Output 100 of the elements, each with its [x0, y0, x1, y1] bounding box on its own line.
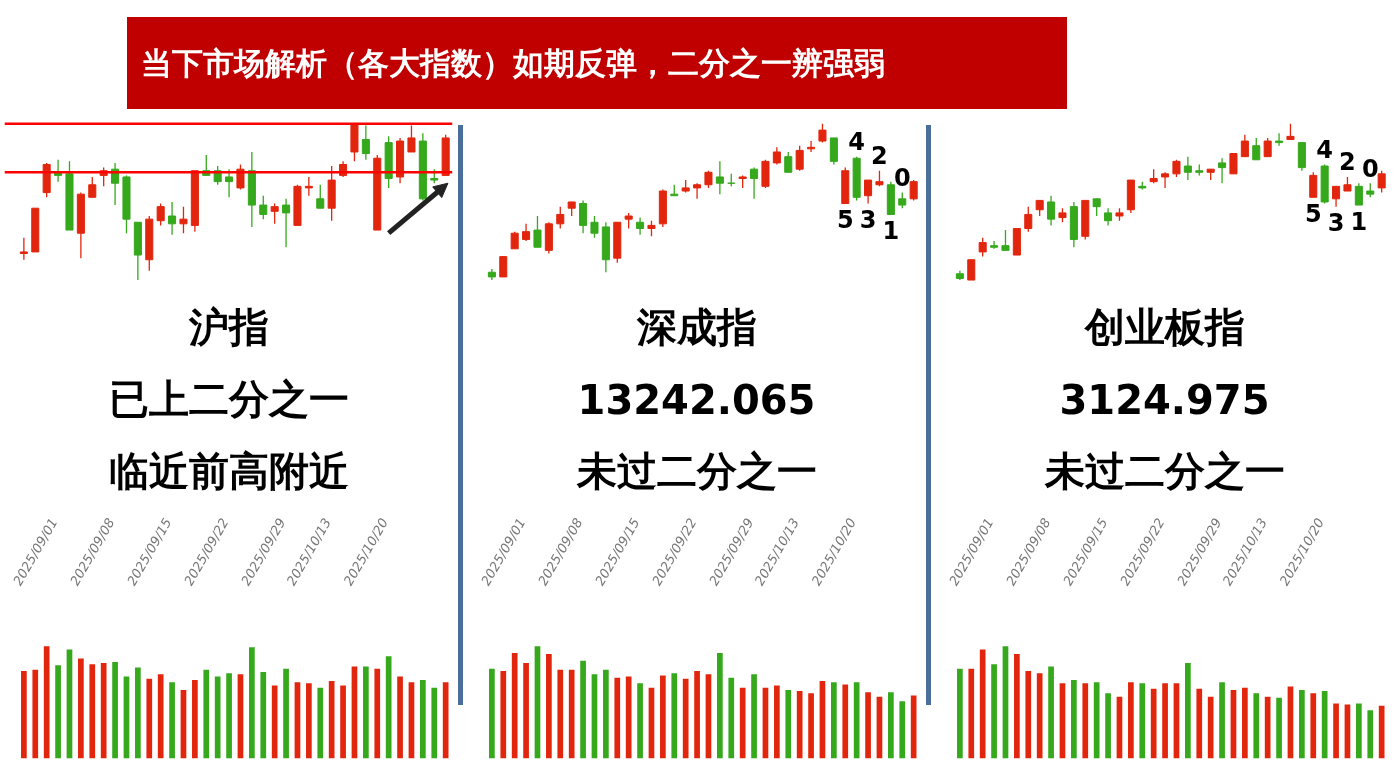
candlestick [990, 240, 999, 250]
bar [306, 683, 312, 759]
text: 3 [859, 206, 877, 235]
bar [1367, 710, 1374, 759]
bar [317, 687, 324, 759]
candlestick [750, 166, 759, 200]
bar [957, 668, 963, 759]
candlestick [590, 215, 599, 239]
bar [808, 693, 814, 759]
bar [21, 670, 27, 759]
bar [842, 684, 849, 759]
candlestick [1252, 137, 1261, 161]
candlestick [818, 123, 827, 144]
candlestick [1309, 171, 1318, 198]
bar [500, 670, 507, 759]
text: 13242.065 [577, 376, 816, 423]
text: 沪指 [187, 303, 269, 350]
candlestick [1332, 185, 1341, 208]
candlestick [1183, 156, 1192, 181]
bar [1242, 687, 1248, 759]
candlestick [1354, 182, 1363, 206]
text: 0 [1361, 154, 1379, 183]
text: 2 [871, 142, 888, 171]
candlestick [499, 255, 508, 278]
candlestick [19, 237, 28, 261]
bar [1219, 682, 1225, 759]
candlestick [715, 160, 724, 195]
bar [660, 675, 666, 759]
candlestick [829, 137, 838, 166]
candlestick [864, 179, 873, 205]
candlestick [1047, 195, 1056, 227]
bar [991, 664, 997, 759]
bar [739, 687, 746, 759]
bar [728, 677, 735, 759]
text: 未过二分之一 [575, 447, 817, 494]
candlestick [1001, 229, 1010, 252]
bar [43, 646, 50, 759]
bar [157, 674, 164, 759]
bar [1333, 703, 1339, 759]
bar [1048, 666, 1054, 759]
bar [374, 668, 381, 759]
bar [135, 667, 141, 759]
bar [546, 654, 552, 759]
candlestick [909, 179, 918, 202]
bar [968, 668, 975, 759]
bar [1014, 654, 1020, 759]
candlestick [156, 202, 165, 227]
text: 4 [848, 128, 866, 157]
bar [523, 663, 529, 759]
candlestick [693, 182, 702, 200]
bar [888, 692, 894, 759]
bar [226, 673, 232, 759]
bar [169, 682, 175, 759]
text: 5 [836, 206, 854, 235]
bar [442, 682, 449, 759]
bar [1082, 683, 1089, 759]
bar [1253, 693, 1260, 759]
bar [637, 683, 643, 759]
bar [568, 669, 575, 759]
candlestick [1275, 132, 1284, 147]
candlestick [361, 124, 370, 161]
text: 1 [882, 217, 900, 246]
candlestick [1229, 152, 1238, 175]
bar [717, 652, 723, 759]
bar [1264, 696, 1271, 759]
candlestick [556, 205, 565, 230]
bar [1139, 683, 1146, 759]
bar [112, 661, 118, 759]
candlestick [1024, 205, 1033, 233]
candlestick [225, 168, 234, 198]
candlestick [1240, 134, 1249, 158]
bar [489, 668, 495, 759]
text: 0 [893, 163, 911, 192]
bar [671, 673, 678, 759]
candlestick [795, 145, 804, 172]
bar [865, 692, 871, 759]
candlestick [1263, 137, 1272, 158]
text: 3124.975 [1059, 376, 1270, 423]
bar [283, 668, 289, 759]
candlestick [807, 140, 816, 153]
bar [203, 669, 210, 759]
candlestick [1161, 171, 1170, 189]
bar [1093, 682, 1100, 759]
text: 1 [1350, 207, 1368, 236]
bar [899, 701, 906, 759]
bar [1356, 703, 1362, 759]
candlestick [784, 151, 793, 173]
bar [260, 672, 267, 759]
candlestick [1218, 157, 1227, 184]
bar [100, 663, 107, 759]
bar [1162, 683, 1168, 759]
text: 5 [1304, 199, 1322, 228]
bar [1150, 688, 1157, 759]
bar [55, 665, 61, 759]
bar [271, 685, 278, 759]
candlestick [579, 199, 588, 234]
text: 未过二分之一 [1043, 447, 1285, 494]
bar [774, 685, 780, 759]
bar [694, 670, 700, 759]
bar [89, 664, 96, 759]
